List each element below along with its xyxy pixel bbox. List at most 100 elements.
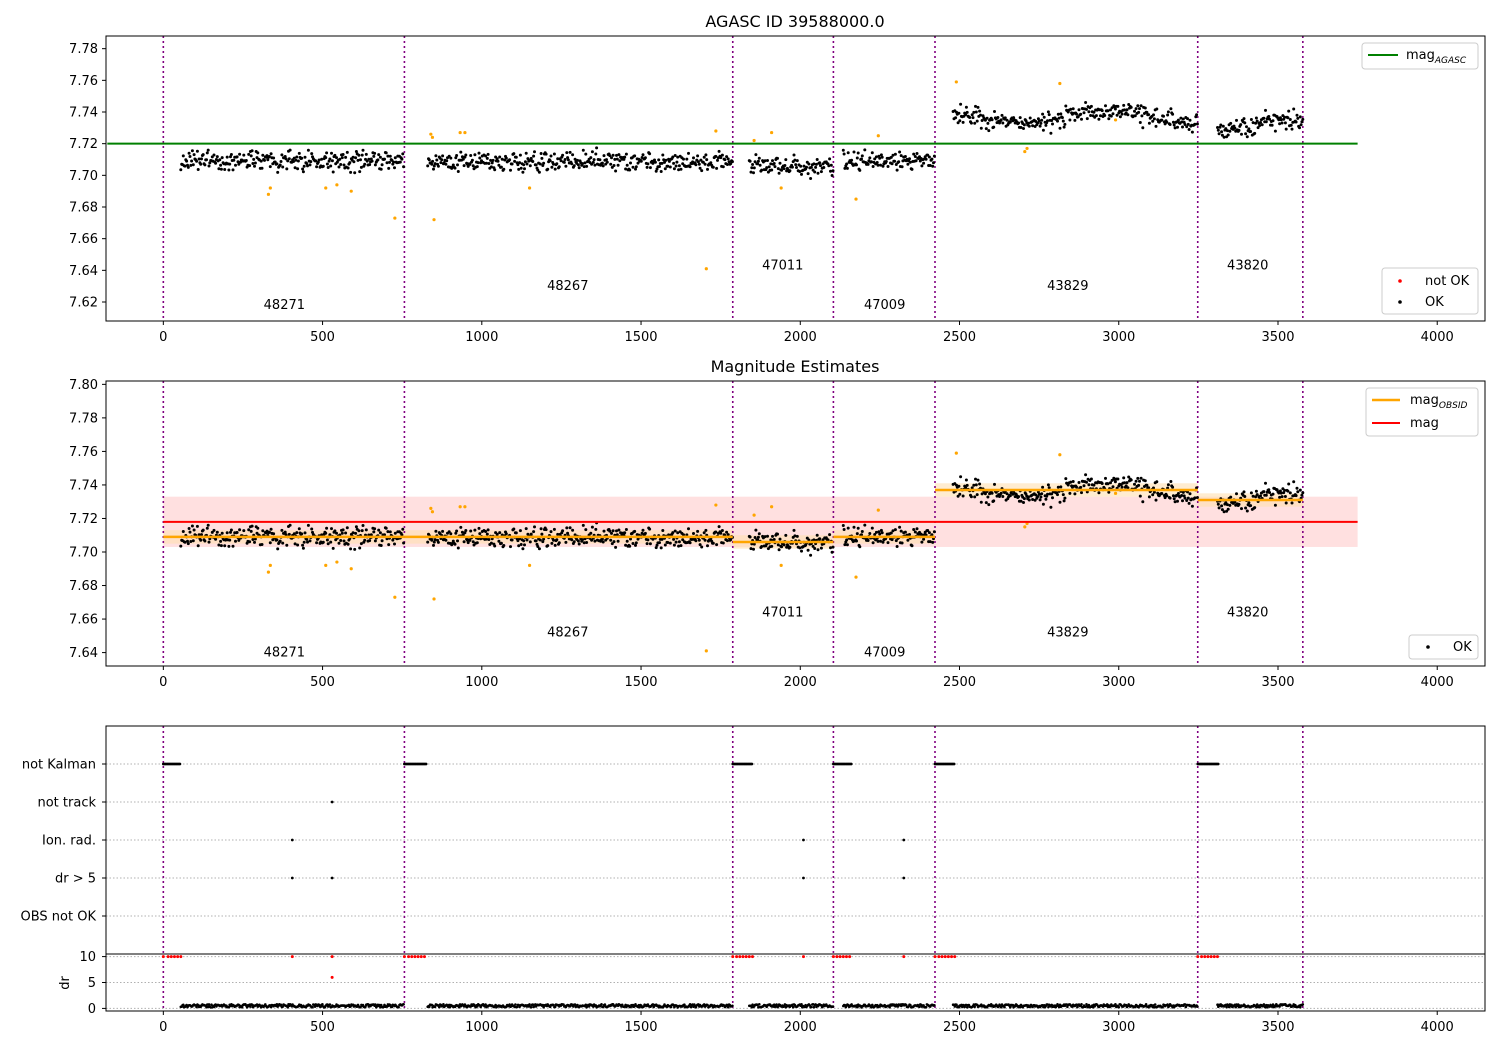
p1-ok-point [830,174,834,177]
flag-point [290,876,294,880]
p1-ok-point [1154,124,1158,128]
p2-ytick-label: 7.72 [69,512,98,527]
legend-not-ok-label: not OK [1425,274,1470,289]
p1-ok-point [1260,123,1264,127]
p1-ok-point [716,158,719,162]
p1-ok-point [351,155,355,159]
p1-ok-point [978,109,982,113]
p1-ok-point [337,165,341,169]
p1-ok-point [1027,124,1031,128]
p2-ok-point [646,538,650,542]
p1-ok-point [1169,107,1173,111]
p1-ok-point [276,170,280,174]
p1-ok-point [528,164,532,168]
p2-ok-point [432,540,436,544]
p1-ok-point [1071,107,1075,111]
p2-ok-point [1225,503,1229,507]
p1-obs-label: 48267 [547,279,588,294]
p2-ok-point [302,540,306,544]
p2-ok-point [978,482,982,486]
p1-ok-point [296,159,300,163]
p2-ok-point [855,532,859,536]
flags-panel: 0 500 1000 1500 2000 2500 3000 3500 4000 not Kal… [21,725,1486,1035]
p1-ok-point [476,161,480,165]
p1-ok-point [537,170,541,174]
p1-ok-point [1290,127,1294,131]
p1-ok-point [1283,115,1287,119]
p2-ok-point [922,537,926,541]
p1-ok-point [1126,113,1130,117]
p1-ok-point [432,164,436,168]
p2-ok-point [1262,490,1266,494]
p1-ok-point [491,158,495,162]
p2-ok-point [1222,510,1226,514]
p2-ok-point [842,528,846,531]
p2-ok-point [253,537,257,541]
p2-ok-point [719,531,723,535]
p1-ok-point [633,154,637,158]
p1-ok-point [402,165,406,169]
p2-ok-point [510,538,514,542]
p2-ok-point [1292,480,1296,484]
p1-ok-point [1155,107,1159,111]
legend-mag-obsid-label: mag [1410,393,1439,408]
p2-ok-point [1173,500,1177,504]
p1-ok-point [1280,121,1284,125]
dr-red-point [747,955,751,959]
p1-ok-point [959,102,963,106]
p2-ok-point [1254,495,1258,499]
p1-ok-point [367,157,371,161]
flag-point [802,876,805,880]
p2-ok-point [1069,480,1073,484]
p1-ok-point [1092,110,1096,114]
p2-ok-point [771,534,774,538]
p1-ok-point [662,158,666,162]
p1-ok-point [815,158,819,161]
p1-ok-point [623,155,627,159]
p1-ok-point [687,151,690,155]
p1-ok-point [776,156,779,160]
p3-xtick-label: 3000 [1102,1020,1135,1035]
p2-xtick-label: 4000 [1421,675,1454,690]
p1-ok-point [393,166,396,170]
p2-ok-point [776,532,779,536]
p2-ok-point [529,532,533,536]
p2-ok-point [354,525,358,529]
p1-ok-point [1186,122,1190,126]
p1-not-ok-point [954,80,958,84]
p2-not-ok-point [266,570,271,574]
p1-ok-point [767,165,771,169]
p1-ok-point [436,164,440,168]
p1-ok-point [321,164,325,168]
p2-ok-point [455,529,459,533]
p2-ok-point [248,540,252,544]
dr-ok-point [1258,1005,1261,1009]
p2-ok-point [550,541,554,545]
panel1-legend-points: not OK OK [1381,267,1479,315]
p1-ok-point [544,152,548,156]
p2-ok-point [893,528,897,532]
p1-ok-point [1298,115,1302,119]
p2-ok-point [432,543,435,547]
p2-ok-point [486,528,490,532]
p1-ok-point [538,162,542,166]
p2-ok-point [1031,498,1035,501]
p1-not-ok-point [430,135,435,139]
dr-ok-point [1066,1005,1069,1009]
p1-ok-point [268,165,272,169]
p2-ok-point [1134,479,1138,483]
dr-ok-point [933,1004,936,1007]
p1-ok-point [517,167,521,171]
p1-ok-point [427,158,431,162]
p1-ok-point [1018,116,1022,120]
flag-point [1216,762,1220,766]
p1-ok-point [589,156,593,160]
dr-ok-point [1161,1005,1164,1009]
p2-ok-point [1087,483,1091,487]
p1-ok-point [444,162,448,166]
p2-ok-point [894,539,898,543]
p1-ok-point [294,158,298,162]
p2-not-ok-point [714,503,718,507]
p1-ok-point [1000,113,1004,117]
dr-red-point [801,955,805,959]
